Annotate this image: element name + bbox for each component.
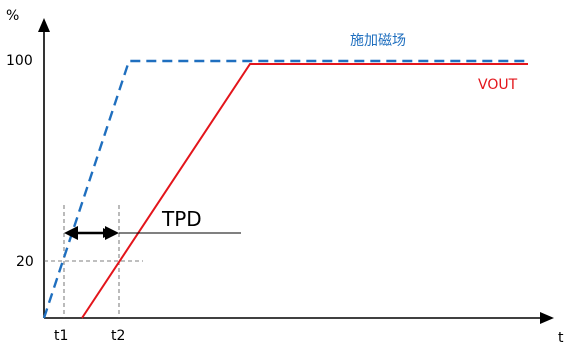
- series-vout-label: VOUT: [478, 77, 518, 93]
- tpd-label: TPD: [161, 207, 202, 231]
- x-axis-label: t: [558, 330, 564, 345]
- y-tick-label-20: 20: [16, 254, 34, 270]
- tpd-arrow-head-right: [105, 226, 119, 240]
- y-axis-label: %: [6, 8, 19, 24]
- y-axis-arrow: [38, 18, 50, 32]
- x-tick-label-t1: t1: [54, 328, 68, 344]
- x-tick-label-t2: t2: [111, 328, 125, 344]
- tpd-arrow-head-left: [64, 226, 78, 240]
- y-tick-label-100: 100: [6, 53, 33, 69]
- x-axis-arrow: [540, 312, 554, 324]
- series-field-label: 施加磁场: [350, 33, 406, 49]
- series-vout-line: [81, 63, 528, 319]
- series-field-line: [42, 59, 528, 319]
